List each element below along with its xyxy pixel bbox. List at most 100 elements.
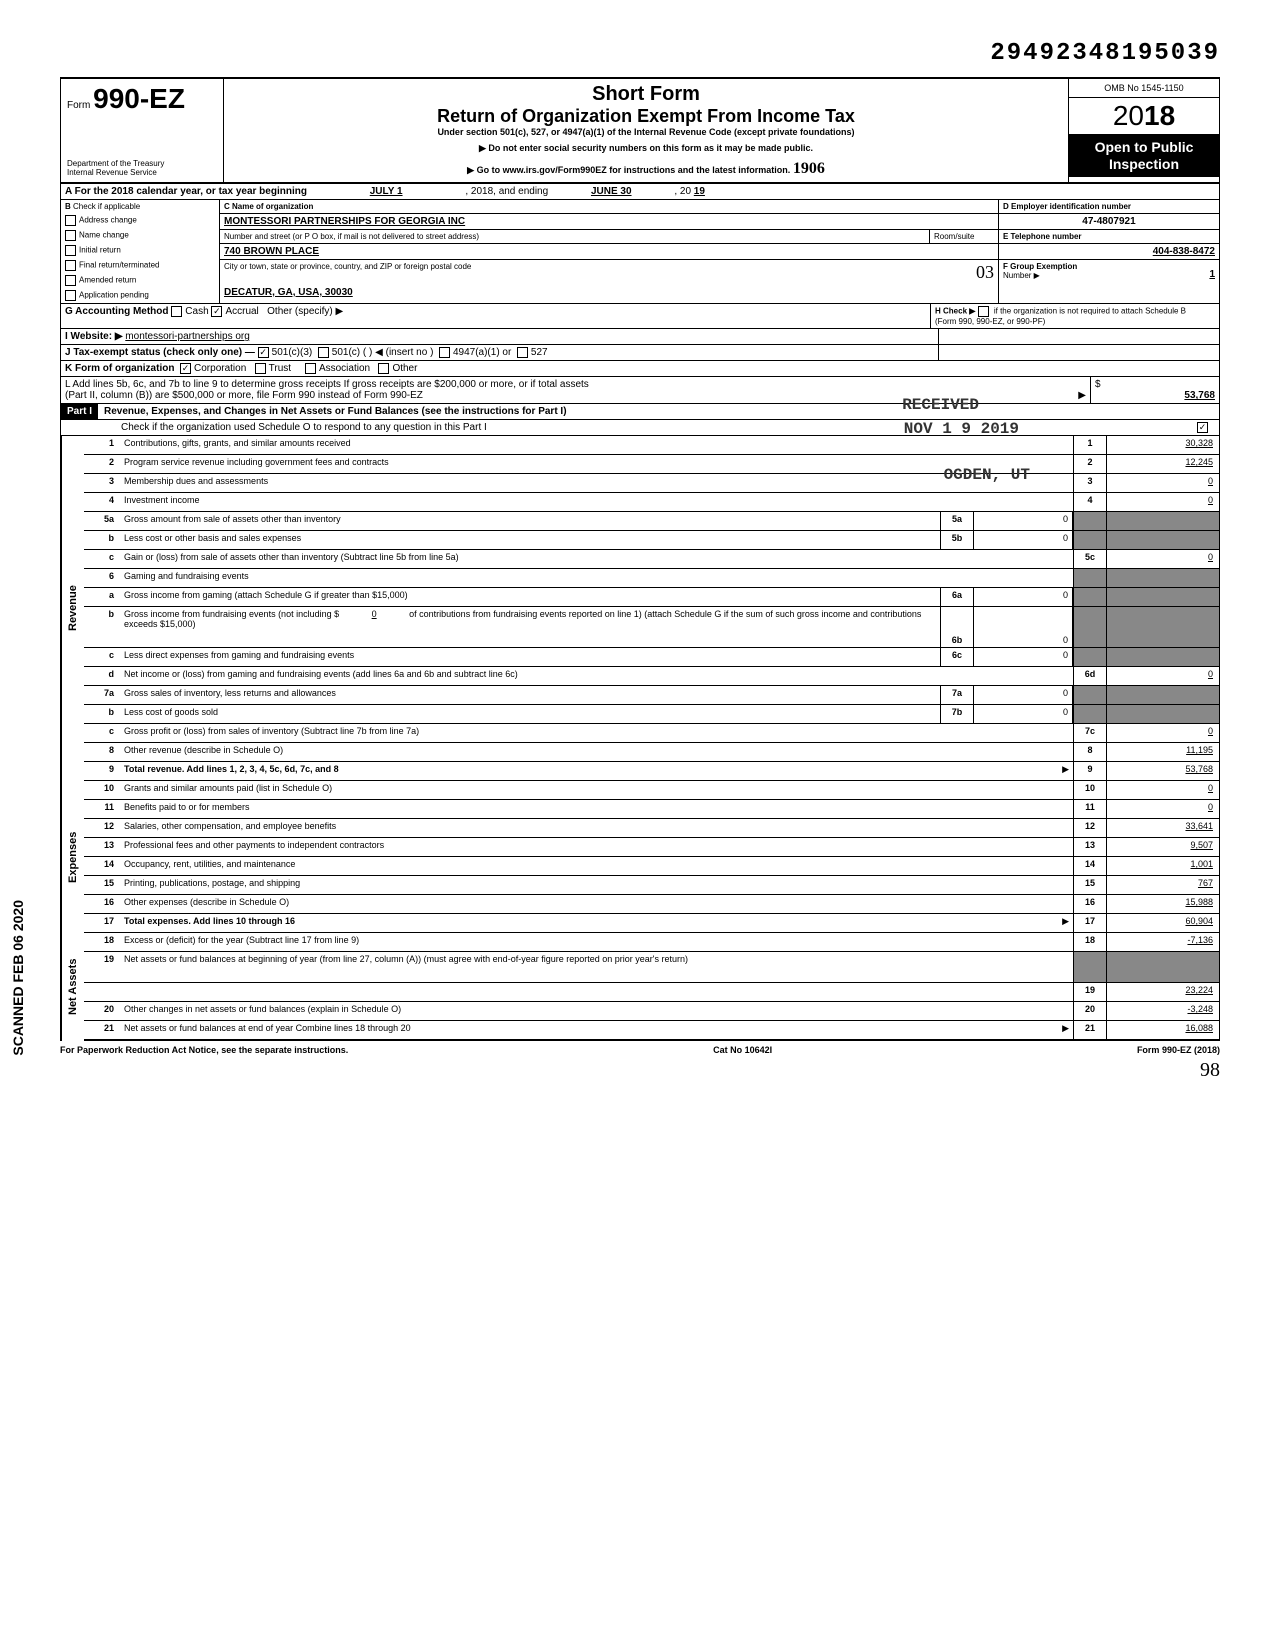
l21-desc: Net assets or fund balances at end of ye… [124,1023,411,1033]
l5a-sub: 5a [940,512,974,530]
l18-desc: Excess or (deficit) for the year (Subtra… [120,933,1073,951]
cash-chk[interactable] [171,306,182,317]
omb-number: OMB No 1545-1150 [1069,79,1219,98]
l6c-num: c [84,648,120,666]
l6a-shade2 [1106,588,1219,606]
l14-num: 14 [84,857,120,875]
l2-box: 2 [1073,455,1106,473]
l13-box: 13 [1073,838,1106,856]
l7c-desc: Gross profit or (loss) from sales of inv… [120,724,1073,742]
corp-chk[interactable]: ✓ [180,363,191,374]
l5b-desc: Less cost or other basis and sales expen… [120,531,940,549]
4947-chk[interactable] [439,347,450,358]
addr-change-chk[interactable] [65,215,76,226]
l14-val: 1,001 [1106,857,1219,875]
footer-left: For Paperwork Reduction Act Notice, see … [60,1045,348,1055]
h-text: if the organization is not required to a… [994,307,1186,316]
l6-num: 6 [84,569,120,587]
l7a-shade [1073,686,1106,704]
amended-return: Amended return [79,276,136,285]
l6b-amt: 0 [342,609,407,619]
l11-box: 11 [1073,800,1106,818]
accrual-chk[interactable]: ✓ [211,306,222,317]
l12-desc: Salaries, other compensation, and employ… [120,819,1073,837]
l15-val: 767 [1106,876,1219,894]
irs: Internal Revenue Service [67,169,217,178]
l6c-desc: Less direct expenses from gaming and fun… [120,648,940,666]
e-label: E Telephone number [1003,232,1082,241]
l18-box: 18 [1073,933,1106,951]
assoc-chk[interactable] [305,363,316,374]
l12-box: 12 [1073,819,1106,837]
part1-chk[interactable]: ✓ [1197,422,1208,433]
initial-chk[interactable] [65,245,76,256]
l3-box: 3 [1073,474,1106,492]
association: Association [319,363,370,374]
l10-val: 0 [1106,781,1219,799]
l2-val: 12,245 [1106,455,1219,473]
part1-header: Part I Revenue, Expenses, and Changes in… [60,404,1220,420]
l-text2: (Part II, column (B)) are $500,000 or mo… [65,390,423,401]
l9-box: 9 [1073,762,1106,780]
l9-arrow: ▶ [1062,764,1069,775]
l-text1: L Add lines 5b, 6c, and 7b to line 9 to … [65,379,1086,390]
501c3: 501(c)(3) [272,347,313,358]
insert-no: ) ◀ (insert no ) [369,347,433,358]
l6b-sub: 6b [940,607,974,647]
trust-chk[interactable] [255,363,266,374]
l-arrow: ▶ [1078,390,1086,401]
l9-num: 9 [84,762,120,780]
l10-num: 10 [84,781,120,799]
l6b-num: b [84,607,120,647]
part1-label: Part I [61,404,98,419]
l9-val: 53,768 [1106,762,1219,780]
amended-chk[interactable] [65,275,76,286]
l7a-shade2 [1106,686,1219,704]
l19-shade [1073,952,1106,982]
handwritten-1906: 1906 [793,160,825,177]
name-change: Name change [79,231,129,240]
501c-chk[interactable] [318,347,329,358]
part1-check: Check if the organization used Schedule … [60,420,1220,436]
l3-desc: Membership dues and assessments [120,474,1073,492]
instr-goto: ▶ Go to www.irs.gov/Form990EZ for instru… [467,165,790,175]
l14-box: 14 [1073,857,1106,875]
l6b-shade2 [1106,607,1219,647]
l5a-subval: 0 [974,512,1073,530]
city-label: City or town, state or province, country… [220,260,972,285]
line-g-h: G Accounting Method Cash ✓Accrual Other … [60,304,1220,329]
l6c-subval: 0 [974,648,1073,666]
group-exemption: 1 [1171,267,1219,282]
l8-val: 11,195 [1106,743,1219,761]
l6b-shade [1073,607,1106,647]
501c3-chk[interactable]: ✓ [258,347,269,358]
l7a-num: 7a [84,686,120,704]
l10-desc: Grants and similar amounts paid (list in… [120,781,1073,799]
h-chk[interactable] [978,306,989,317]
l5c-desc: Gain or (loss) from sale of assets other… [120,550,1073,568]
l2-desc: Program service revenue including govern… [120,455,1073,473]
initial-return: Initial return [79,246,121,255]
check-if-applicable: Check if applicable [73,202,140,211]
k-label: K Form of organization [65,363,174,374]
l8-box: 8 [1073,743,1106,761]
l6c-sub: 6c [940,648,974,666]
form-header: Form 990-EZ Department of the Treasury I… [60,77,1220,184]
l12-num: 12 [84,819,120,837]
l21-num: 21 [84,1021,120,1039]
l7b-sub: 7b [940,705,974,723]
line-a-text: A For the 2018 calendar year, or tax yea… [65,186,307,197]
top-tracking-number: 29492348195039 [60,40,1220,67]
l5a-num: 5a [84,512,120,530]
pending-chk[interactable] [65,290,76,301]
addr-label: Number and street (or P O box, if mail i… [220,230,930,243]
part1-title: Revenue, Expenses, and Changes in Net As… [98,404,573,419]
final-chk[interactable] [65,260,76,271]
l7b-desc: Less cost of goods sold [120,705,940,723]
line-j: J Tax-exempt status (check only one) — ✓… [60,345,1220,361]
other-org-chk[interactable] [378,363,389,374]
527-chk[interactable] [517,347,528,358]
handwritten-03: 03 [972,260,998,285]
name-change-chk[interactable] [65,230,76,241]
l19-shade2 [1106,952,1219,982]
